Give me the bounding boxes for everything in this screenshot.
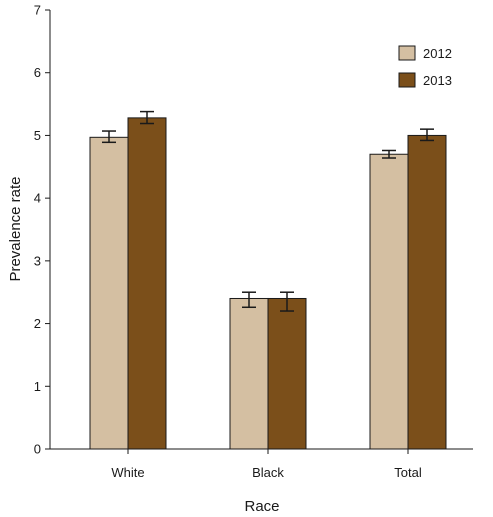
legend-swatch-2012	[398, 45, 416, 61]
legend-label-2013: 2013	[423, 73, 452, 88]
error-bar-white-2012	[102, 130, 116, 144]
error-bar-white-2013	[140, 110, 154, 125]
x-tick-label-black: Black	[252, 465, 284, 480]
legend-label-2012: 2012	[423, 46, 452, 61]
y-tick-label-1: 1	[34, 379, 41, 394]
error-bar-group	[102, 110, 434, 312]
bar-total-2013	[407, 134, 447, 450]
y-axis-title: Prevalence rate	[7, 176, 24, 281]
legend: 2012 2013	[398, 45, 452, 88]
error-bar-black-2013	[280, 291, 294, 312]
legend-swatch-2013	[398, 72, 416, 88]
bar-white-2012	[89, 136, 129, 450]
bar-white-2013	[127, 117, 167, 450]
error-bar-total-2012	[382, 149, 396, 159]
y-tick-label-4: 4	[34, 191, 41, 206]
y-axis-ticks: 0 1 2 3 4 5 6 7	[34, 3, 50, 457]
x-tick-label-total: Total	[394, 465, 422, 480]
bar-black-2013	[267, 297, 307, 450]
bar-black-2012	[229, 297, 269, 450]
x-axis-title: Race	[244, 498, 279, 515]
error-bar-black-2012	[242, 291, 256, 309]
x-tick-label-white: White	[111, 465, 144, 480]
legend-item-2013: 2013	[398, 72, 452, 88]
legend-item-2012: 2012	[398, 45, 452, 61]
bar-group	[89, 117, 447, 450]
y-tick-label-3: 3	[34, 253, 41, 268]
y-tick-label-2: 2	[34, 316, 41, 331]
y-tick-label-0: 0	[34, 442, 41, 457]
y-tick-label-6: 6	[34, 65, 41, 80]
x-axis-labels: White Black Total	[111, 449, 422, 480]
y-tick-label-7: 7	[34, 3, 41, 18]
bar-total-2012	[369, 153, 409, 450]
error-bar-total-2013	[420, 128, 434, 142]
y-tick-label-5: 5	[34, 128, 41, 143]
